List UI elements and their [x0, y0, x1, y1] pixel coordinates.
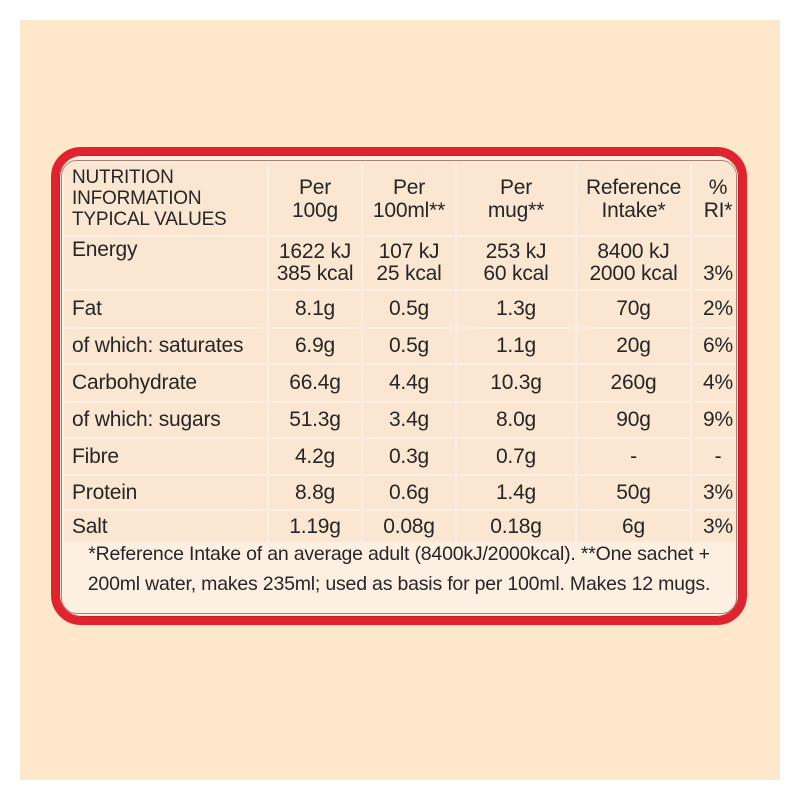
energy-value: 2000 kcal [589, 262, 678, 285]
energy-value: 253 kJ [485, 240, 547, 263]
header-text: % [708, 176, 728, 199]
header-reference-intake: Reference Intake* [577, 163, 690, 237]
energy-label: Energy [64, 237, 267, 291]
value-per-100ml: 0.08g [363, 511, 455, 544]
energy-per-mug: 253 kJ 60 kcal [457, 237, 575, 291]
header-text: Per [298, 176, 332, 199]
header-label-line: INFORMATION [72, 188, 202, 209]
value-ri: 9% [692, 403, 736, 439]
value-per-100ml: 0.6g [363, 476, 455, 511]
value-reference: 6g [577, 511, 690, 544]
value-ri: 3% [692, 476, 736, 511]
value-per-mug: 10.3g [457, 365, 575, 403]
energy-value: 8400 kJ [597, 240, 670, 263]
header-label-cell: NUTRITION INFORMATION TYPICAL VALUES [64, 163, 267, 237]
energy-value: 107 kJ [378, 240, 440, 263]
value-reference: - [577, 439, 690, 476]
value-ri: 4% [692, 365, 736, 403]
value-per-mug: 0.7g [457, 439, 575, 476]
value-per-100g: 51.3g [269, 403, 361, 439]
value-ri: - [692, 439, 736, 476]
value-per-100g: 4.2g [269, 439, 361, 476]
header-percent-ri: % RI* [692, 163, 736, 237]
row-label: Carbohydrate [64, 365, 267, 403]
value-per-100ml: 4.4g [363, 365, 455, 403]
value-per-100g: 66.4g [269, 365, 361, 403]
value-per-100ml: 3.4g [363, 403, 455, 439]
energy-per-100g: 1622 kJ 385 kcal [269, 237, 361, 291]
row-label: Fat [64, 291, 267, 329]
energy-value: 25 kcal [376, 262, 442, 285]
row-label: Salt [64, 511, 267, 544]
header-per-100g: Per 100g [269, 163, 361, 237]
header-text: 100g [292, 199, 338, 222]
energy-value: 60 kcal [483, 262, 549, 285]
value-per-100ml: 0.3g [363, 439, 455, 476]
value-reference: 70g [577, 291, 690, 329]
row-label: Protein [64, 476, 267, 511]
energy-value: 385 kcal [276, 262, 354, 285]
value-reference: 260g [577, 365, 690, 403]
energy-ri: 3% [692, 237, 736, 291]
header-label-line: NUTRITION [72, 167, 174, 188]
value-reference: 50g [577, 476, 690, 511]
header-text: Per [499, 176, 533, 199]
value-ri: 2% [692, 291, 736, 329]
header-text: Reference [585, 176, 682, 199]
header-text: mug** [487, 199, 545, 222]
value-per-100g: 6.9g [269, 329, 361, 365]
row-label: of which: sugars [64, 403, 267, 439]
value-per-100g: 8.1g [269, 291, 361, 329]
value-per-100g: 8.8g [269, 476, 361, 511]
row-label: Fibre [64, 439, 267, 476]
footnote-line: 200ml water, makes 235ml; used as basis … [87, 573, 711, 595]
footnote-line: *Reference Intake of an average adult (8… [88, 543, 710, 565]
value-per-100g: 1.19g [269, 511, 361, 544]
nutrition-table-panel: NUTRITION INFORMATION TYPICAL VALUES Per… [61, 160, 737, 614]
energy-reference: 8400 kJ 2000 kcal [577, 237, 690, 291]
energy-value: 1622 kJ [278, 240, 352, 263]
row-label: of which: saturates [64, 329, 267, 365]
header-text: 100ml** [372, 199, 446, 222]
header-label-line: TYPICAL VALUES [72, 209, 227, 230]
header-text: RI* [703, 199, 733, 222]
footnote: *Reference Intake of an average adult (8… [62, 539, 736, 599]
header-per-mug: Per mug** [457, 163, 575, 237]
value-per-mug: 1.4g [457, 476, 575, 511]
energy-per-100ml: 107 kJ 25 kcal [363, 237, 455, 291]
value-per-mug: 0.18g [457, 511, 575, 544]
header-text: Per [392, 176, 426, 199]
value-per-100ml: 0.5g [363, 291, 455, 329]
header-per-100ml: Per 100ml** [363, 163, 455, 237]
nutrition-table: NUTRITION INFORMATION TYPICAL VALUES Per… [64, 163, 736, 544]
value-per-100ml: 0.5g [363, 329, 455, 365]
value-ri: 6% [692, 329, 736, 365]
value-reference: 90g [577, 403, 690, 439]
header-text: Intake* [601, 199, 666, 222]
value-per-mug: 1.3g [457, 291, 575, 329]
value-per-mug: 8.0g [457, 403, 575, 439]
value-reference: 20g [577, 329, 690, 365]
value-ri: 3% [692, 511, 736, 544]
value-per-mug: 1.1g [457, 329, 575, 365]
